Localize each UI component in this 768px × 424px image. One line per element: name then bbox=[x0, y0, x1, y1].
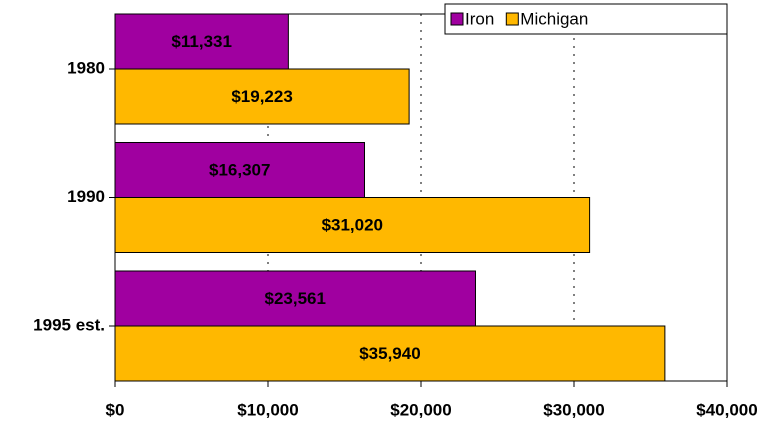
legend-label: Iron bbox=[465, 9, 494, 28]
bar bbox=[114, 197, 591, 253]
y-tick-label: 1980 bbox=[67, 58, 105, 77]
bar bbox=[114, 325, 666, 382]
legend-box bbox=[444, 3, 728, 35]
legend-swatch bbox=[450, 12, 464, 26]
bar-value-label: $31,020 bbox=[322, 215, 383, 234]
legend-swatch bbox=[505, 12, 519, 26]
bar bbox=[114, 142, 365, 198]
bar bbox=[114, 68, 410, 125]
bar-value-label: $35,940 bbox=[359, 344, 420, 363]
bar-value-label: $11,331 bbox=[171, 32, 232, 51]
bar-value-label: $19,223 bbox=[231, 87, 292, 106]
plot-frame bbox=[114, 13, 728, 382]
bar-value-label: $16,307 bbox=[209, 160, 270, 179]
x-tick-label: $30,000 bbox=[543, 400, 604, 419]
y-tick-label: 1995 est. bbox=[33, 315, 105, 334]
y-tick-label: 1990 bbox=[67, 187, 105, 206]
x-tick-label: $0 bbox=[106, 400, 125, 419]
x-tick-label: $20,000 bbox=[390, 400, 451, 419]
legend-label: Michigan bbox=[520, 9, 588, 28]
bar-value-label: $23,561 bbox=[265, 289, 326, 308]
x-tick-label: $10,000 bbox=[237, 400, 298, 419]
x-tick-label: $40,000 bbox=[696, 400, 757, 419]
